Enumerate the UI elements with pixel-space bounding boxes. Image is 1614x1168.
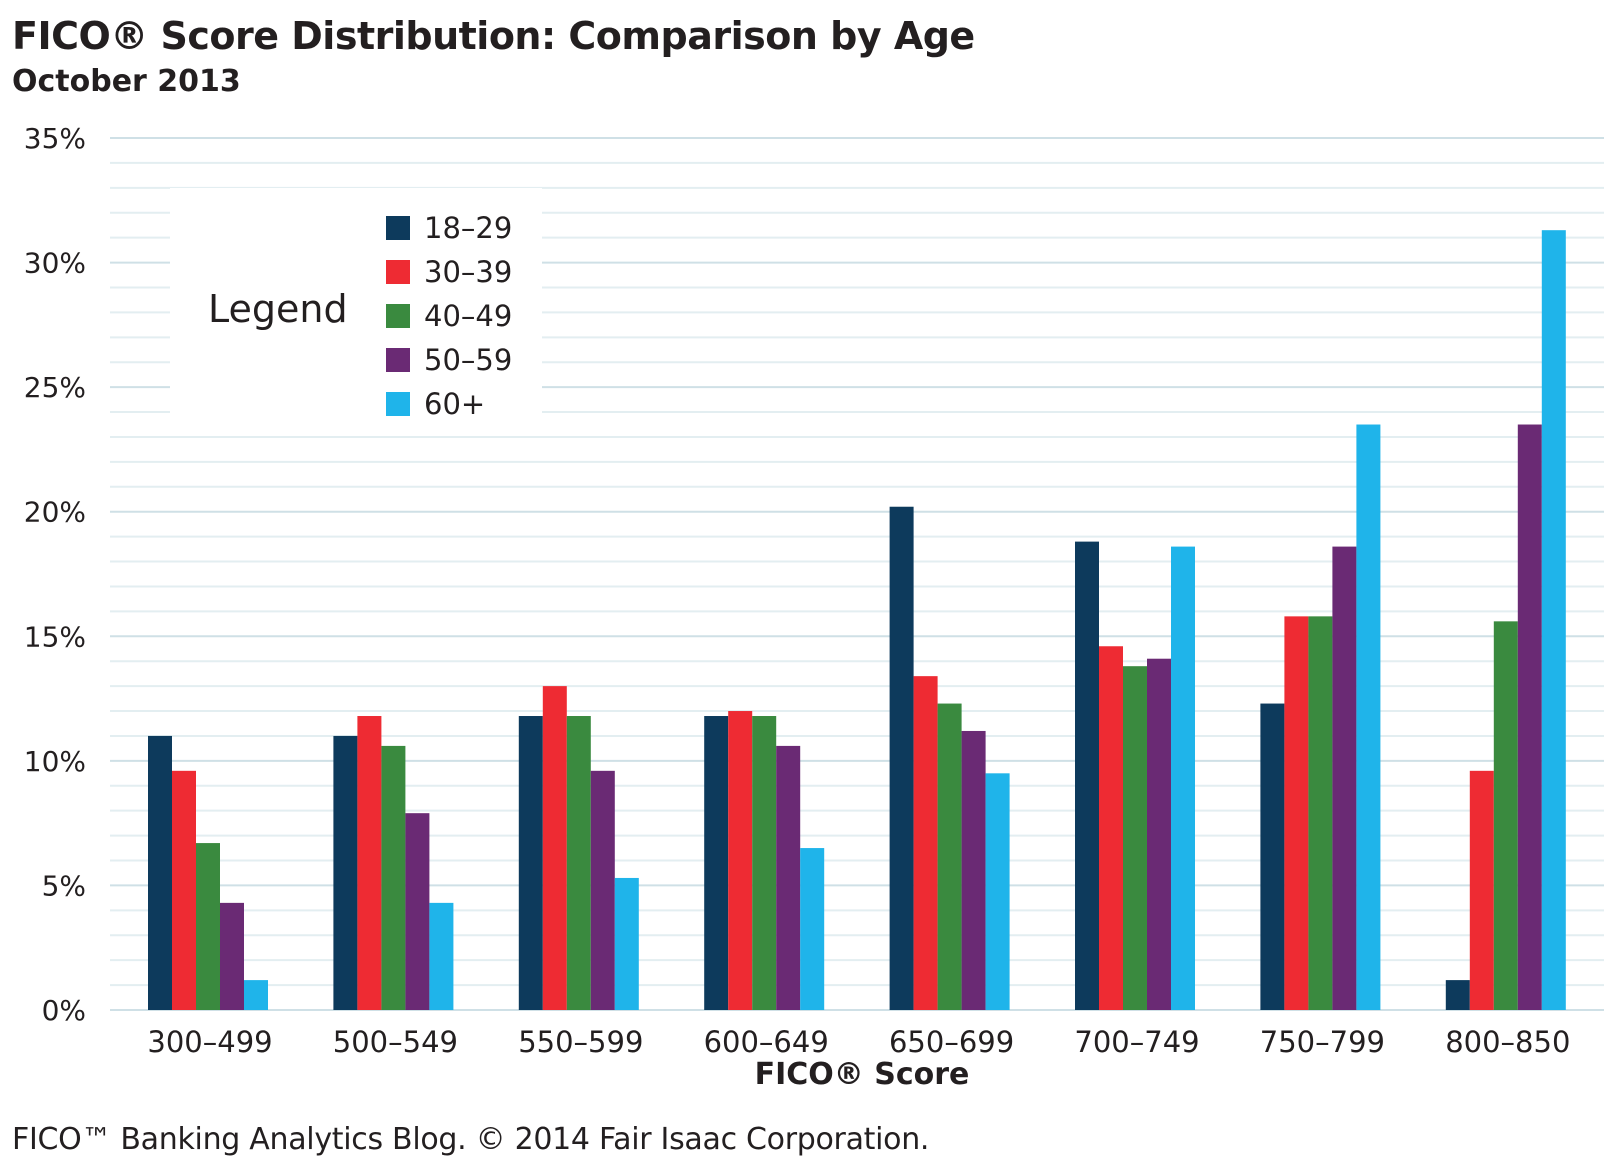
bar (333, 735, 358, 1010)
bar (1284, 616, 1309, 1010)
bar (1123, 666, 1147, 1010)
bar (1445, 980, 1470, 1010)
bar (196, 843, 220, 1010)
y-tick-label: 35% (24, 122, 86, 155)
bar (985, 773, 1010, 1010)
legend-label: 30–39 (424, 255, 512, 289)
bar (1171, 546, 1195, 1010)
y-tick-label: 15% (24, 620, 86, 653)
y-tick-label: 20% (24, 496, 86, 529)
legend-label: 60+ (424, 387, 485, 421)
bar (889, 506, 914, 1010)
bar (800, 848, 825, 1010)
y-axis: 0% 5% 10% 15% 20% 25% 30% 35% (24, 122, 86, 1027)
legend: Legend 18–29 30–39 40–49 50–59 60+ (208, 211, 512, 421)
x-tick-label: 300–499 (147, 1025, 272, 1059)
bar (614, 877, 639, 1010)
x-axis-label: FICO® Score (755, 1057, 970, 1092)
bar (405, 813, 430, 1010)
bar (1075, 541, 1099, 1010)
bar (357, 716, 382, 1010)
y-tick-label: 25% (24, 371, 86, 404)
y-tick-label: 10% (24, 745, 86, 778)
bar (913, 676, 938, 1010)
bar (752, 716, 777, 1010)
legend-swatch (386, 216, 410, 240)
x-tick-label: 650–699 (889, 1025, 1014, 1059)
x-tick-label: 550–599 (518, 1025, 643, 1059)
legend-items: 18–29 30–39 40–49 50–59 60+ (386, 211, 512, 421)
chart-subtitle: October 2013 (12, 64, 241, 99)
x-tick-label: 500–549 (333, 1025, 458, 1059)
legend-title: Legend (208, 287, 348, 331)
y-tick-label: 30% (24, 247, 86, 280)
legend-swatch (386, 304, 410, 328)
bar (429, 902, 454, 1010)
bar (542, 686, 567, 1010)
y-tick-label: 0% (42, 994, 86, 1027)
legend-swatch (386, 392, 410, 416)
bar (220, 902, 244, 1010)
bar (1517, 424, 1542, 1010)
bar (1332, 546, 1357, 1010)
bar (704, 716, 729, 1010)
bar (728, 711, 753, 1010)
bar (1541, 230, 1566, 1010)
legend-box (170, 188, 542, 436)
bar (566, 716, 591, 1010)
bar (1147, 658, 1171, 1010)
x-tick-label: 600–649 (704, 1025, 829, 1059)
bar (1469, 770, 1494, 1010)
footer-credit: FICO™ Banking Analytics Blog. © 2014 Fai… (12, 1122, 930, 1157)
bar (776, 745, 801, 1010)
x-axis: 300–499 500–549 550–599 600–649 650–699 700–7… (147, 1025, 1570, 1059)
bar (1260, 703, 1285, 1010)
x-tick-label: 750–799 (1260, 1025, 1385, 1059)
bar (172, 770, 196, 1010)
legend-label: 18–29 (424, 211, 512, 245)
bar (1356, 424, 1381, 1010)
bar (590, 770, 615, 1010)
x-tick-label: 700–749 (1074, 1025, 1199, 1059)
x-tick-label: 800–850 (1445, 1025, 1570, 1059)
bar (148, 735, 172, 1010)
bar (1099, 646, 1123, 1010)
bar (961, 730, 986, 1010)
bar (1308, 616, 1333, 1010)
bar (518, 716, 543, 1010)
bar (244, 980, 268, 1010)
bars (148, 230, 1566, 1010)
bar (1493, 621, 1518, 1010)
chart-title: FICO® Score Distribution: Comparison by … (12, 14, 975, 58)
legend-label: 40–49 (424, 299, 512, 333)
legend-swatch (386, 260, 410, 284)
y-tick-label: 5% (42, 869, 86, 902)
legend-swatch (386, 348, 410, 372)
bar (381, 745, 406, 1010)
bar (937, 703, 962, 1010)
legend-label: 50–59 (424, 343, 512, 377)
